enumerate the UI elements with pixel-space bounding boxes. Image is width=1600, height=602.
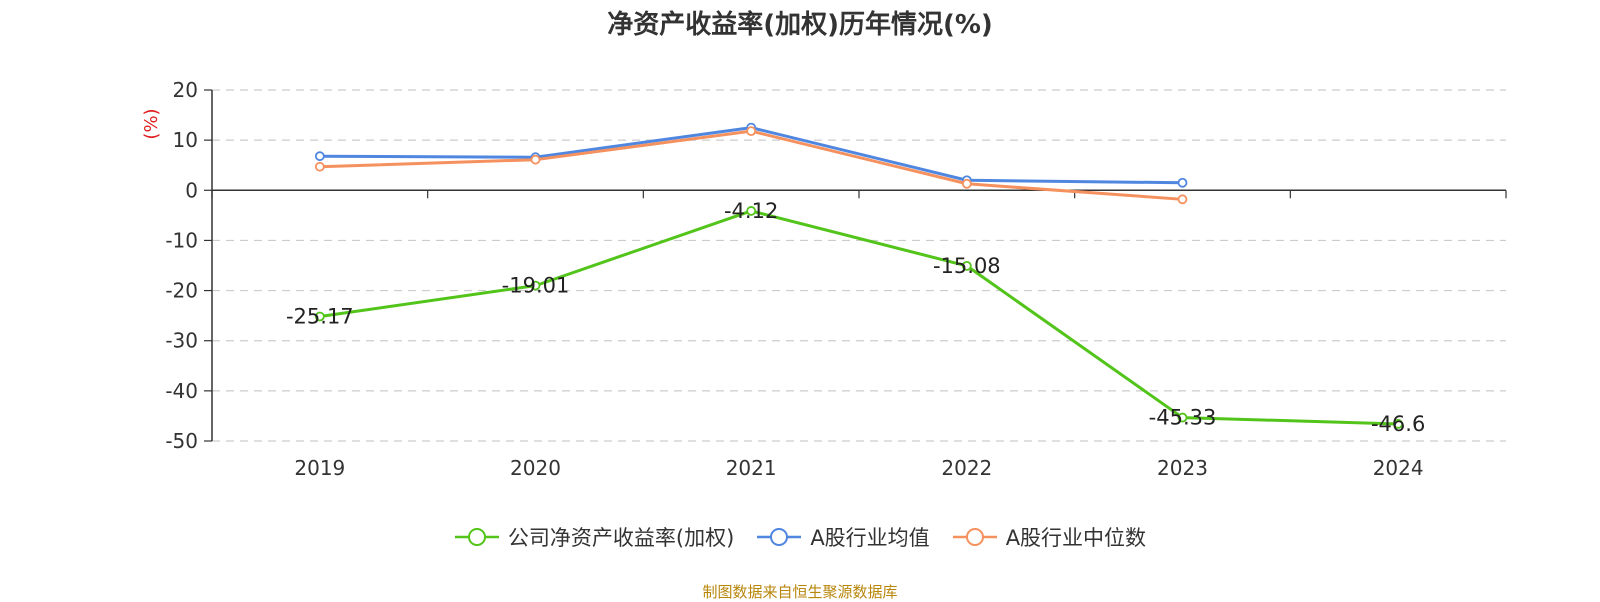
data-point xyxy=(746,206,757,216)
data-point xyxy=(314,151,325,162)
legend-line-marker-blue-icon xyxy=(757,528,802,546)
x-tick-label: 2023 xyxy=(1157,456,1208,480)
y-axis-label: (%) xyxy=(141,108,162,139)
y-tick-label: 0 xyxy=(185,178,198,202)
data-labels: -25.17 -19.01 -4.12 -15.08 -45.33 -46.6 xyxy=(286,199,1425,436)
y-tick-label: -20 xyxy=(165,279,198,303)
x-tick-label: 2024 xyxy=(1373,456,1424,480)
x-tick-label: 2019 xyxy=(294,456,345,480)
x-tick-label: 2021 xyxy=(726,456,777,480)
legend-label-industry-median: A股行业中位数 xyxy=(1005,526,1147,550)
y-tick-label: 20 xyxy=(173,78,198,102)
series-line xyxy=(319,129,1183,201)
data-point xyxy=(1177,412,1188,423)
legend-line-marker-green-icon xyxy=(454,528,499,546)
data-label: -15.08 xyxy=(933,254,1001,278)
x-tick-label: 2022 xyxy=(941,456,992,480)
legend-item-industry-mean[interactable]: A股行业均值 xyxy=(756,522,930,552)
gridlines xyxy=(212,89,1506,442)
y-tick-label: -10 xyxy=(165,228,198,252)
data-label: -25.17 xyxy=(286,304,354,328)
data-label: -4.12 xyxy=(724,199,778,223)
data-label: -45.33 xyxy=(1149,406,1217,430)
data-label: -46.6 xyxy=(1371,412,1425,436)
y-tick-label: -30 xyxy=(165,329,198,353)
data-label: -19.01 xyxy=(502,274,570,298)
axes: 20 10 0 -10 -20 -30 -40 -50 2019 2020 2021 2022 2023… xyxy=(165,78,1507,480)
legend-item-company[interactable]: 公司净资产收益率(加权) xyxy=(454,522,734,552)
data-point xyxy=(314,161,325,172)
data-point xyxy=(530,280,541,291)
chart-title: 净资产收益率(加权)历年情况(%) xyxy=(607,10,993,40)
source-note: 制图数据来自恒生聚源数据库 xyxy=(702,583,898,601)
data-point xyxy=(530,154,541,165)
legend-label-company: 公司净资产收益率(加权) xyxy=(507,526,735,550)
legend: 公司净资产收益率(加权) A股行业均值 A股行业中位数 xyxy=(0,522,1600,552)
series xyxy=(314,122,1404,429)
x-tick-label: 2020 xyxy=(510,456,561,480)
data-point xyxy=(961,261,972,271)
y-tick-label: 10 xyxy=(173,128,198,152)
legend-label-industry-mean: A股行业均值 xyxy=(810,526,930,550)
data-point xyxy=(1393,419,1404,429)
series-line xyxy=(319,209,1399,426)
y-tick-label: -50 xyxy=(165,429,198,453)
data-point xyxy=(314,311,325,322)
legend-line-marker-orange-icon xyxy=(952,528,997,546)
legend-item-industry-median[interactable]: A股行业中位数 xyxy=(952,522,1146,552)
y-tick-label: -40 xyxy=(165,379,198,403)
data-point xyxy=(1177,194,1188,205)
data-point xyxy=(746,126,757,137)
data-point xyxy=(961,178,972,189)
data-point xyxy=(1177,177,1188,188)
